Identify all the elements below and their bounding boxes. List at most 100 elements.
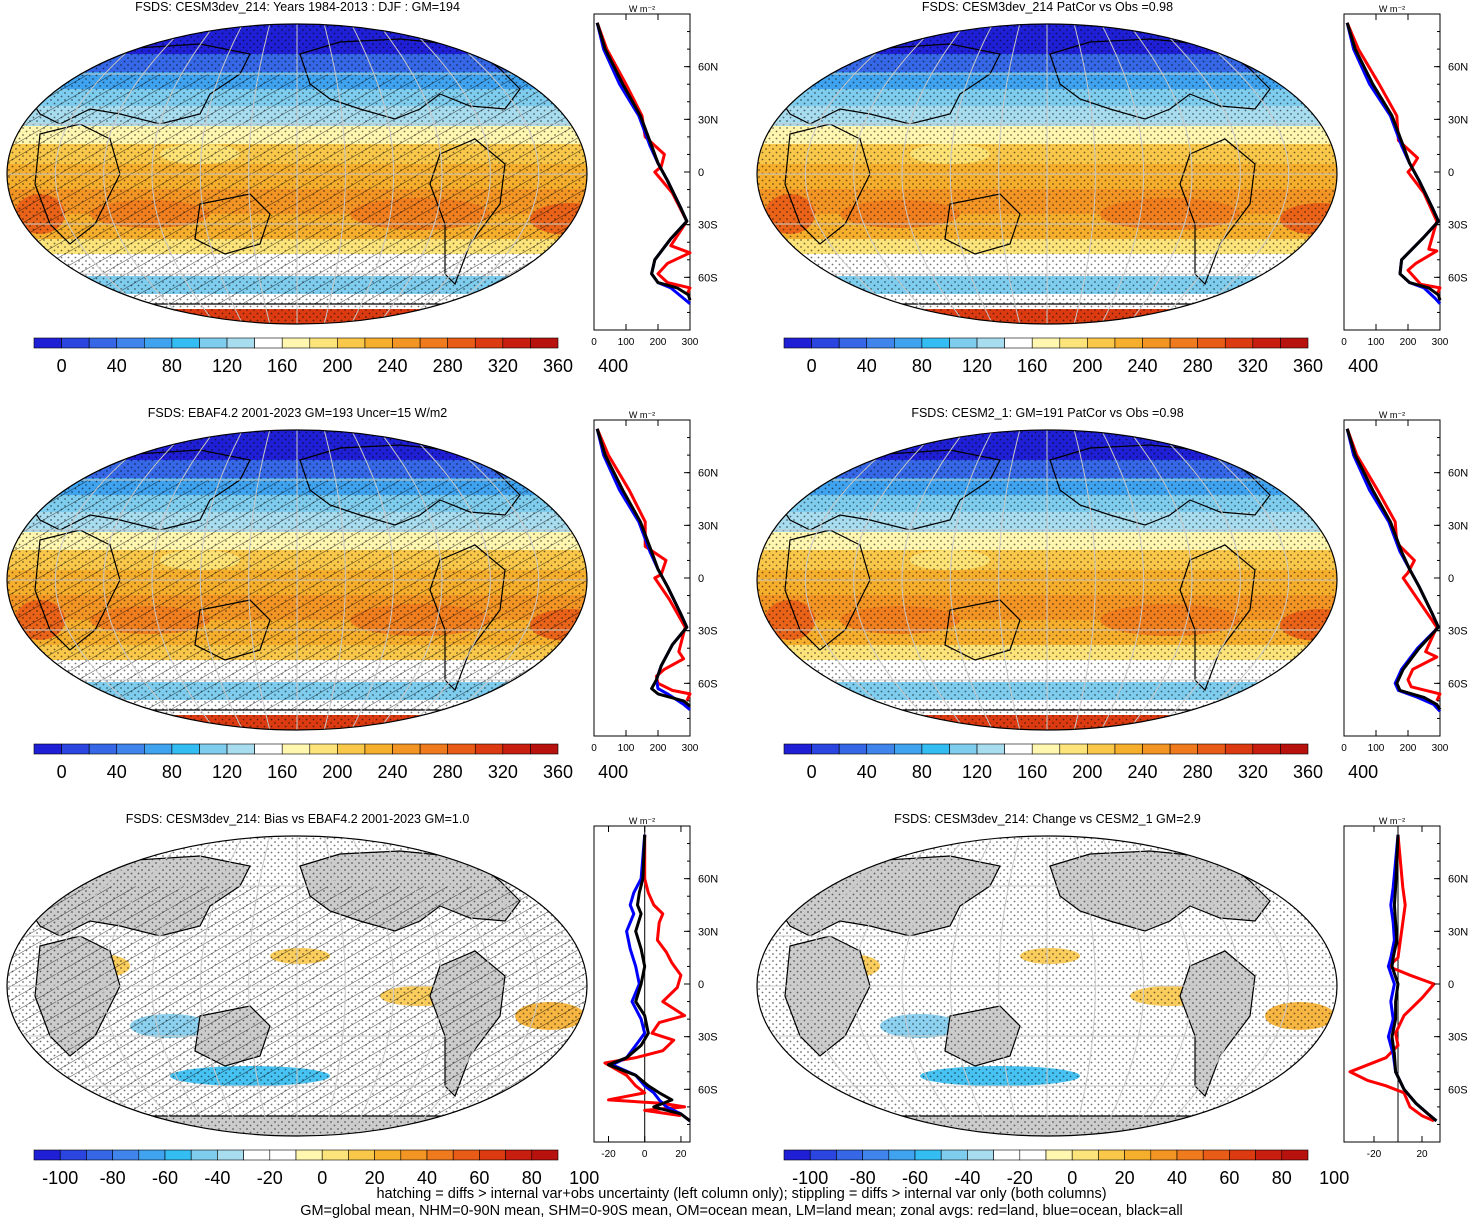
panel-5: FSDS: CESM3dev_214: Bias vs EBAF4.2 2001… [0,812,740,1218]
colorbar-label: 120 [212,356,242,376]
colorbar: -100 -80 -60 -40 -20 0 20 40 60 80 100 [783,1149,1349,1188]
colorbar-label: 0 [57,356,67,376]
profile-line-all [1345,428,1442,711]
colorbar-swatch [1150,1149,1178,1161]
latitude-tick-label: 30N [698,520,718,532]
colorbar-label: 120 [962,356,992,376]
panel-title: FSDS: CESM2_1: GM=191 PatCor vs Obs =0.9… [911,406,1184,420]
colorbar-swatch [838,337,868,349]
colorbar-swatch [1197,337,1226,349]
colorbar-label: 320 [488,356,518,376]
colorbar-swatch [836,1149,863,1161]
colorbar-swatch [1224,337,1254,349]
colorbar-swatch [1019,1149,1047,1161]
colorbar-label: 0 [1067,1168,1077,1188]
map-field [7,836,587,1136]
colorbar-label: 240 [378,762,408,782]
profile-unit-label: W m⁻² [1379,4,1405,14]
colorbar-label: 240 [1128,356,1158,376]
profile-x-tick-label: 0 [591,337,597,348]
colorbar-swatch [243,1149,271,1161]
profile-line-all [1345,22,1442,301]
colorbar-label: -40 [954,1168,980,1188]
latitude-tick-label: 0 [1448,979,1454,991]
zonal-mean-profile: W m⁻² 60N 30N 0 30S 60S 0 100 200 300 [591,410,718,754]
world-map [6,429,588,731]
colorbar-swatch [1176,1149,1204,1161]
profile-x-tick-label: 300 [1432,743,1449,754]
colorbar-swatch [1255,1149,1283,1161]
colorbar-swatch [530,337,559,349]
profile-x-tick-label: 20 [675,1149,687,1160]
colorbar-swatch [171,337,200,349]
colorbar-swatch [116,743,145,755]
zonal-mean-profile: W m⁻² 60N 30N 0 30S 60S 0 100 200 300 [1341,410,1468,754]
colorbar-label: 160 [1017,356,1047,376]
colorbar: 0 40 80 120 160 200 240 280 320 360 400 [33,743,628,782]
profile-x-tick-label: 100 [1368,337,1385,348]
latitude-tick-label: 30N [1448,114,1468,126]
colorbar-swatch [1281,1149,1309,1161]
colorbar-label: 160 [1017,762,1047,782]
colorbar-swatch [1169,743,1198,755]
colorbar-label: -100 [42,1168,78,1188]
map-outline [756,23,1338,325]
colorbar-label: 320 [1238,356,1268,376]
colorbar-swatch [1124,1149,1152,1161]
profile-line-land [595,428,692,702]
colorbar-label: 80 [162,356,182,376]
colorbar-label: 0 [57,762,67,782]
colorbar-label: 360 [1293,762,1323,782]
latitude-tick-label: 30S [698,1032,718,1044]
colorbar-label: -100 [792,1168,828,1188]
colorbar-swatch [59,1149,87,1161]
colorbar-swatch [914,1149,942,1161]
colorbar-label: -40 [204,1168,230,1188]
colorbar-swatch [1197,743,1226,755]
colorbar-label: -60 [902,1168,928,1188]
colorbar-swatch [862,1149,890,1161]
colorbar: 0 40 80 120 160 200 240 280 320 360 400 [783,743,1378,782]
profile-line-all [607,834,691,1123]
panel-title: FSDS: CESM3dev_214: Years 1984-2013 : DJ… [135,0,460,14]
colorbar-label: 240 [378,356,408,376]
colorbar-swatch [1142,337,1171,349]
profile-x-tick-label: 200 [1400,337,1417,348]
colorbar-label: 80 [912,762,932,782]
colorbar-label: -20 [257,1168,283,1188]
colorbar-label: 280 [1183,356,1213,376]
map-outline [756,835,1338,1137]
colorbar-swatch [967,1149,994,1161]
colorbar-label: 120 [212,762,242,782]
profile-frame [1343,825,1441,1143]
colorbar-label: 160 [267,762,297,782]
colorbar-swatch [392,743,421,755]
latitude-tick-label: 0 [698,573,704,585]
colorbar-swatch [783,743,812,755]
profile-unit-label: W m⁻² [629,4,655,14]
colorbar-swatch [309,743,338,755]
colorbar-swatch [138,1149,166,1161]
panel-6: FSDS: CESM3dev_214: Change vs CESM2_1 GM… [750,812,1483,1218]
world-map [756,835,1338,1137]
latitude-tick-label: 0 [1448,167,1454,179]
colorbar-label: 400 [1348,762,1378,782]
panel-title: FSDS: CESM3dev_214: Bias vs EBAF4.2 2001… [125,812,470,826]
colorbar-swatch [1087,337,1116,349]
colorbar-label: 400 [1348,356,1378,376]
colorbar-swatch [1114,743,1143,755]
colorbar-swatch [1031,743,1061,755]
colorbar-swatch [33,1149,61,1161]
latitude-tick-label: 30N [1448,926,1468,938]
colorbar-label: 60 [469,1168,489,1188]
colorbar-label: 360 [543,356,573,376]
colorbar-swatch [1142,743,1171,755]
profile-line-land [1348,834,1436,1123]
profile-line-ocean [610,834,691,1123]
footer-note: hatching = diffs > internal var+obs unce… [0,1186,1483,1220]
map-field [7,430,587,730]
latitude-tick-label: 60N [1448,874,1468,886]
colorbar-swatch [531,1149,559,1161]
colorbar-swatch [1114,337,1143,349]
colorbar-swatch [61,337,90,349]
